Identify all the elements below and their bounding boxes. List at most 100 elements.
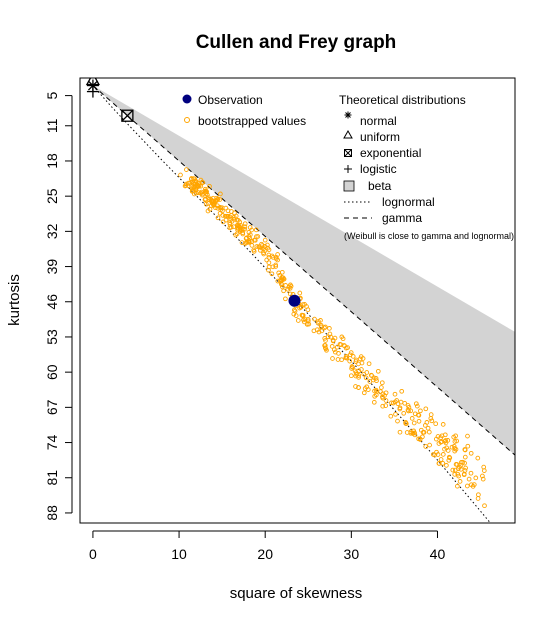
legend-observation-label: Observation (198, 93, 263, 107)
bootstrap-point (426, 429, 432, 435)
bootstrap-point (350, 364, 355, 370)
bootstrap-point (423, 406, 429, 412)
bootstrap-point (427, 442, 432, 448)
bootstrap-point (266, 264, 272, 270)
bootstrap-point (275, 278, 281, 284)
bootstrap-point (276, 270, 282, 276)
bootstrap-point (323, 338, 328, 343)
bootstrap-point (452, 446, 458, 451)
bootstrap-point (452, 448, 458, 454)
bootstrap-point (203, 201, 209, 207)
y-tick-label: 5 (44, 91, 60, 99)
bootstrap-point (370, 377, 376, 383)
legend-theoretical: Theoretical distributions normal uniform… (339, 93, 514, 241)
bootstrap-point (349, 366, 354, 371)
bootstrap-point (480, 476, 486, 482)
bootstrap-point (330, 356, 335, 361)
bootstrap-point (379, 385, 384, 390)
y-tick-label: 25 (44, 188, 60, 204)
bootstrap-point (408, 429, 414, 435)
y-tick-label: 18 (44, 153, 60, 169)
plot-area (85, 78, 515, 523)
bootstrap-point (409, 416, 415, 421)
bootstrap-point (375, 368, 381, 374)
bootstrap-point (233, 232, 239, 238)
bootstrap-point (453, 433, 458, 439)
bootstrap-point (397, 406, 403, 412)
bootstrap-point (223, 205, 229, 211)
bootstrap-point (191, 191, 197, 197)
bootstrap-point (328, 334, 334, 340)
bootstrap-point (452, 467, 458, 473)
bootstrap-point (218, 205, 224, 211)
bootstrap-point (438, 457, 444, 462)
bootstrap-point (460, 459, 466, 465)
bootstrap-point (246, 240, 252, 245)
bootstrap-point (403, 419, 408, 425)
bootstrap-point (334, 344, 340, 350)
theoretical-points (85, 78, 134, 122)
bootstrap-point (390, 400, 396, 406)
y-axis-label: kurtosis (6, 274, 23, 326)
bootstrap-point (184, 167, 189, 172)
bootstrap-point (433, 421, 439, 427)
bootstrap-point (235, 225, 241, 231)
bootstrap-point (482, 503, 487, 509)
bootstrap-point (434, 449, 439, 455)
bootstrap-point (468, 470, 474, 476)
bootstrap-point (363, 375, 369, 381)
bootstrap-point (286, 284, 292, 290)
bootstrap-point (306, 321, 312, 327)
bootstrap-point (265, 245, 271, 251)
y-tick-label: 81 (44, 470, 60, 486)
bootstrap-point (416, 412, 422, 418)
bootstrap-point (322, 343, 328, 348)
bootstrap-point (430, 452, 436, 457)
bootstrap-point (348, 373, 354, 379)
bootstrap-point (393, 411, 398, 417)
x-axis-label: square of skewness (230, 585, 363, 602)
bootstrap-point (240, 231, 246, 237)
bootstrap-point (292, 308, 298, 314)
bootstrap-point (283, 296, 288, 302)
bootstrap-point (480, 473, 485, 479)
bootstrap-point (428, 412, 434, 417)
bootstrap-point (466, 476, 472, 482)
bootstrap-point (423, 444, 429, 449)
lognormal-curve (92, 85, 492, 523)
legend-lognormal-label: lognormal (382, 195, 435, 209)
bootstrap-point (251, 249, 257, 254)
bootstrap-point (192, 176, 197, 182)
bootstrap-point (345, 345, 350, 350)
bootstrap-point (261, 251, 267, 257)
bootstrap-point (383, 398, 389, 403)
x-tick-label: 20 (257, 546, 273, 562)
bootstrap-point (222, 213, 228, 219)
x-tick-label: 30 (344, 546, 360, 562)
bootstrap-point (246, 238, 252, 244)
bootstrap-point (339, 334, 345, 340)
bootstrap-point (464, 483, 470, 489)
bootstrap-point (337, 341, 343, 347)
bootstrap-point (281, 288, 286, 294)
bootstrap-point (465, 443, 471, 449)
bootstrap-point (347, 352, 353, 358)
bootstrap-point (231, 224, 237, 230)
bootstrap-point (269, 253, 275, 259)
bootstrap-point (383, 403, 389, 408)
bootstrap-point (312, 316, 317, 322)
chart-title: Cullen and Frey graph (196, 32, 397, 53)
bootstrap-point (405, 407, 411, 413)
bootstrap-point (269, 271, 275, 277)
bootstrap-point (379, 380, 385, 386)
gamma-line (92, 85, 515, 456)
bootstrap-point (461, 471, 467, 477)
legend-exponential-label: exponential (360, 146, 421, 160)
bootstrap-point (252, 237, 258, 243)
bootstrap-point (262, 237, 268, 243)
bootstrap-point (343, 354, 349, 359)
bootstrap-point (196, 180, 201, 186)
bootstrap-point (411, 420, 417, 426)
bootstrap-point (217, 210, 223, 216)
